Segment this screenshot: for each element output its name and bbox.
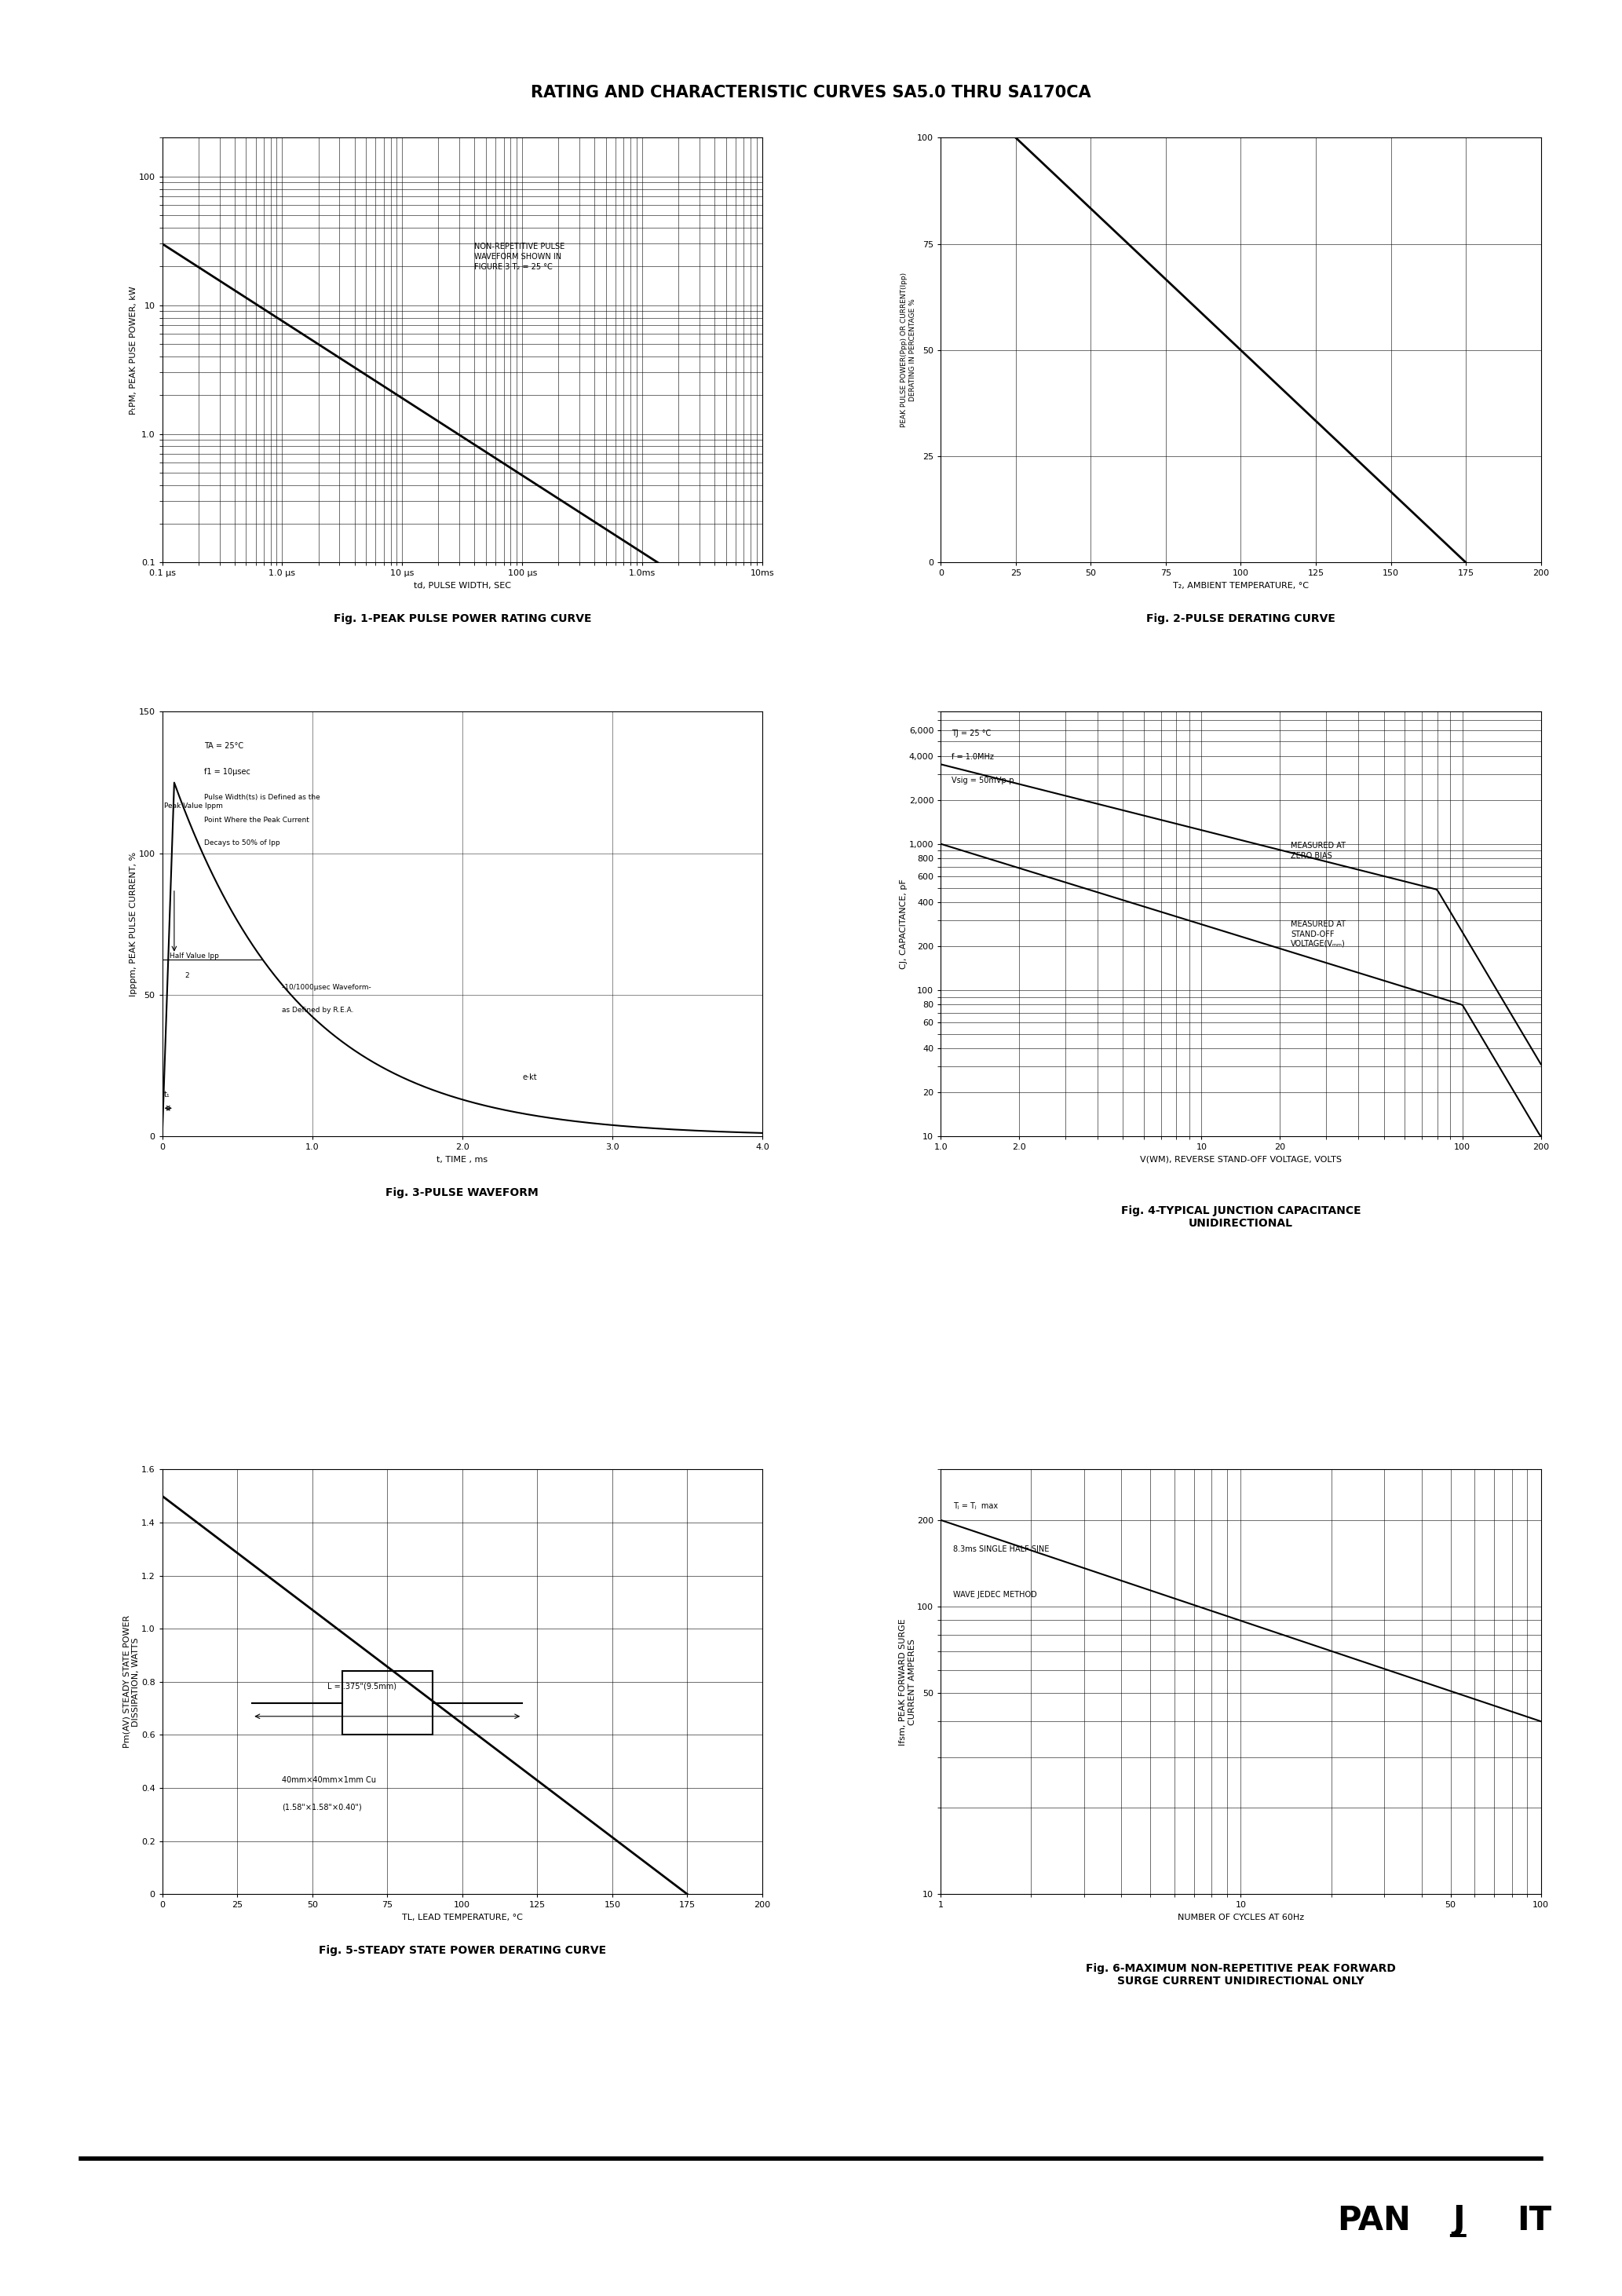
Y-axis label: Ifsm, PEAK FORWARD SURGE
CURRENT AMPERES: Ifsm, PEAK FORWARD SURGE CURRENT AMPERES xyxy=(899,1619,916,1745)
X-axis label: td, PULSE WIDTH, SEC: td, PULSE WIDTH, SEC xyxy=(414,581,511,590)
X-axis label: V(WM), REVERSE STAND-OFF VOLTAGE, VOLTS: V(WM), REVERSE STAND-OFF VOLTAGE, VOLTS xyxy=(1140,1155,1341,1164)
Text: TJ = 25 °C: TJ = 25 °C xyxy=(952,730,991,737)
Text: L = .375"(9.5mm): L = .375"(9.5mm) xyxy=(328,1683,396,1690)
Text: t₁: t₁ xyxy=(164,1091,170,1097)
Text: e⋅kt: e⋅kt xyxy=(522,1075,537,1081)
Text: MEASURED AT
ZERO BIAS: MEASURED AT ZERO BIAS xyxy=(1291,843,1346,859)
Text: Vsig = 50mVp-p: Vsig = 50mVp-p xyxy=(952,776,1014,785)
Text: Pulse Width(ts) is Defined as the: Pulse Width(ts) is Defined as the xyxy=(204,794,320,801)
X-axis label: TL, LEAD TEMPERATURE, °C: TL, LEAD TEMPERATURE, °C xyxy=(402,1913,522,1922)
Text: Point Where the Peak Current: Point Where the Peak Current xyxy=(204,817,310,824)
Text: (1.58"×1.58"×0.40"): (1.58"×1.58"×0.40") xyxy=(282,1802,362,1812)
Text: Fig. 2-PULSE DERATING CURVE: Fig. 2-PULSE DERATING CURVE xyxy=(1147,613,1335,625)
Text: -10/1000μsec Waveform-: -10/1000μsec Waveform- xyxy=(282,983,371,992)
Text: Fig. 3-PULSE WAVEFORM: Fig. 3-PULSE WAVEFORM xyxy=(386,1187,539,1199)
Text: f = 1.0MHz: f = 1.0MHz xyxy=(952,753,994,760)
Text: 40mm×40mm×1mm Cu: 40mm×40mm×1mm Cu xyxy=(282,1777,376,1784)
Text: WAVE JEDEC METHOD: WAVE JEDEC METHOD xyxy=(954,1591,1036,1598)
X-axis label: NUMBER OF CYCLES AT 60Hz: NUMBER OF CYCLES AT 60Hz xyxy=(1178,1913,1304,1922)
Text: J̲: J̲ xyxy=(1453,2204,1466,2236)
Text: as Defined by R.E.A.: as Defined by R.E.A. xyxy=(282,1006,354,1013)
Text: Peak Value Ippm: Peak Value Ippm xyxy=(164,804,222,810)
Text: RATING AND CHARACTERISTIC CURVES SA5.0 THRU SA170CA: RATING AND CHARACTERISTIC CURVES SA5.0 T… xyxy=(530,85,1092,101)
Text: MEASURED AT
STAND-OFF
VOLTAGE(Vₘₘ): MEASURED AT STAND-OFF VOLTAGE(Vₘₘ) xyxy=(1291,921,1346,948)
Y-axis label: PₜPM, PEAK PUSE POWER, kW: PₜPM, PEAK PUSE POWER, kW xyxy=(130,285,138,416)
Text: 2: 2 xyxy=(185,974,190,980)
Text: NON-REPETITIVE PULSE
WAVEFORM SHOWN IN
FIGURE 3 T₂ = 25 °C: NON-REPETITIVE PULSE WAVEFORM SHOWN IN F… xyxy=(474,243,564,271)
Text: IT: IT xyxy=(1517,2204,1551,2236)
Text: Half Value Ipp: Half Value Ipp xyxy=(170,953,219,960)
Text: 8.3ms SINGLE HALF SINE: 8.3ms SINGLE HALF SINE xyxy=(954,1545,1049,1554)
Bar xyxy=(342,1671,431,1736)
Text: Fig. 1-PEAK PULSE POWER RATING CURVE: Fig. 1-PEAK PULSE POWER RATING CURVE xyxy=(333,613,592,625)
Text: PAN: PAN xyxy=(1338,2204,1411,2236)
Text: Fig. 5-STEADY STATE POWER DERATING CURVE: Fig. 5-STEADY STATE POWER DERATING CURVE xyxy=(318,1945,607,1956)
Text: TA = 25°C: TA = 25°C xyxy=(204,742,243,751)
Y-axis label: Ipppm, PEAK PULSE CURRENT, %: Ipppm, PEAK PULSE CURRENT, % xyxy=(130,852,138,996)
Y-axis label: Pm(AV) STEADY STATE POWER
DISSIPATION, WATTS: Pm(AV) STEADY STATE POWER DISSIPATION, W… xyxy=(123,1616,139,1747)
Text: Fig. 4-TYPICAL JUNCTION CAPACITANCE
UNIDIRECTIONAL: Fig. 4-TYPICAL JUNCTION CAPACITANCE UNID… xyxy=(1121,1205,1361,1228)
Y-axis label: CJ, CAPACITANCE, pF: CJ, CAPACITANCE, pF xyxy=(900,879,908,969)
Text: Tⱼ = Tⱼ  max: Tⱼ = Tⱼ max xyxy=(954,1502,998,1511)
Text: Fig. 6-MAXIMUM NON-REPETITIVE PEAK FORWARD
SURGE CURRENT UNIDIRECTIONAL ONLY: Fig. 6-MAXIMUM NON-REPETITIVE PEAK FORWA… xyxy=(1085,1963,1397,1986)
Y-axis label: PEAK PULSE POWER(Ppp) OR CURRENT(Ipp)
DERATING IN PERCENTAGE %: PEAK PULSE POWER(Ppp) OR CURRENT(Ipp) DE… xyxy=(900,273,916,427)
X-axis label: T₂, AMBIENT TEMPERATURE, °C: T₂, AMBIENT TEMPERATURE, °C xyxy=(1173,581,1309,590)
Text: Decays to 50% of Ipp: Decays to 50% of Ipp xyxy=(204,840,281,847)
X-axis label: t, TIME , ms: t, TIME , ms xyxy=(436,1155,488,1164)
Text: f1 = 10μsec: f1 = 10μsec xyxy=(204,767,250,776)
